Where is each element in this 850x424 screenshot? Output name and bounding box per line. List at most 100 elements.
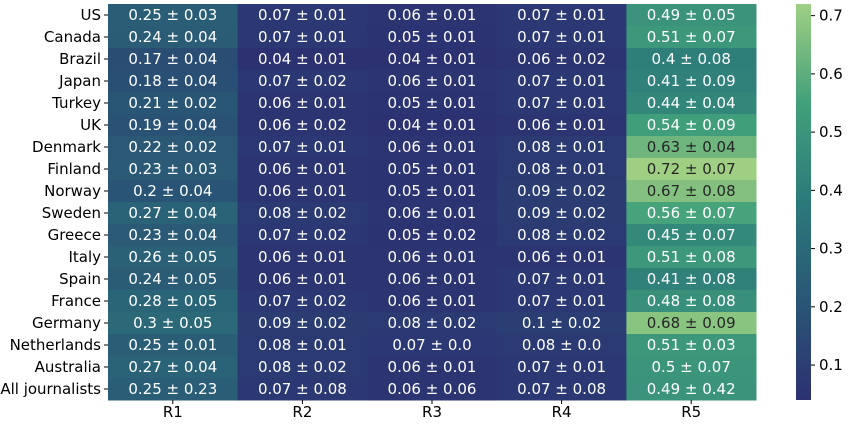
heatmap-cell <box>237 48 368 71</box>
heatmap-cell <box>237 202 368 225</box>
heatmap-cell <box>237 378 368 401</box>
heatmap-cell <box>367 356 498 379</box>
cell-annotation: 0.04 ± 0.01 <box>258 50 347 68</box>
cell-annotation: 0.18 ± 0.04 <box>128 72 217 90</box>
colorbar-tick-label: 0.1 <box>819 356 843 374</box>
heatmap-cell <box>367 92 498 115</box>
cell-annotation: 0.08 ± 0.01 <box>517 138 606 156</box>
heatmap-cell <box>496 92 627 115</box>
heatmap-cell <box>367 246 498 269</box>
cell-annotation: 0.06 ± 0.01 <box>388 248 477 266</box>
heatmap-cell <box>496 26 627 49</box>
heatmap-cell <box>367 136 498 159</box>
cell-annotation: 0.06 ± 0.02 <box>258 116 347 134</box>
cell-annotation: 0.68 ± 0.09 <box>647 314 736 332</box>
cell-annotation: 0.06 ± 0.01 <box>388 138 477 156</box>
cell-annotation: 0.63 ± 0.04 <box>647 138 736 156</box>
row-label: Australia <box>35 358 101 376</box>
heatmap-cell <box>108 26 239 49</box>
cell-annotation: 0.07 ± 0.01 <box>517 72 606 90</box>
cell-annotation: 0.5 ± 0.07 <box>652 358 731 376</box>
colorbar-tick-label: 0.6 <box>819 65 843 83</box>
heatmap-cell <box>496 378 627 401</box>
cell-annotation: 0.44 ± 0.04 <box>647 94 736 112</box>
row-label: UK <box>80 116 102 134</box>
heatmap-cell <box>626 202 757 225</box>
row-label: US <box>80 6 101 24</box>
heatmap-cell <box>237 268 368 291</box>
cell-annotation: 0.51 ± 0.03 <box>647 336 736 354</box>
cell-annotation: 0.54 ± 0.09 <box>647 116 736 134</box>
heatmap-cell <box>626 92 757 115</box>
cell-annotation: 0.07 ± 0.01 <box>517 358 606 376</box>
cell-annotation: 0.26 ± 0.05 <box>128 248 217 266</box>
heatmap-cell <box>626 224 757 247</box>
heatmap-cell <box>367 158 498 181</box>
heatmap-cell <box>496 114 627 137</box>
row-label: France <box>51 292 101 310</box>
heatmap-cell <box>237 92 368 115</box>
cell-annotation: 0.06 ± 0.01 <box>258 270 347 288</box>
cell-annotation: 0.07 ± 0.02 <box>258 226 347 244</box>
colorbar-gradient <box>796 4 811 400</box>
cell-annotation: 0.07 ± 0.01 <box>258 138 347 156</box>
heatmap-cell <box>626 290 757 313</box>
heatmap-cell <box>367 26 498 49</box>
cell-annotation: 0.51 ± 0.07 <box>647 28 736 46</box>
heatmap-cell <box>496 48 627 71</box>
heatmap-cell <box>237 70 368 93</box>
row-label: Canada <box>44 28 101 46</box>
cell-annotation: 0.07 ± 0.01 <box>517 94 606 112</box>
row-label: Spain <box>59 270 101 288</box>
heatmap-cell <box>108 202 239 225</box>
column-label: R5 <box>681 403 701 421</box>
cell-annotation: 0.08 ± 0.02 <box>258 358 347 376</box>
column-label: R4 <box>552 403 572 421</box>
cell-annotation: 0.28 ± 0.05 <box>128 292 217 310</box>
column-label: R2 <box>292 403 312 421</box>
cell-annotation: 0.06 ± 0.01 <box>258 94 347 112</box>
cell-annotation: 0.41 ± 0.08 <box>647 270 736 288</box>
heatmap-cell <box>237 290 368 313</box>
heatmap-cell <box>626 4 757 27</box>
cell-annotation: 0.06 ± 0.01 <box>388 270 477 288</box>
heatmap-cell <box>108 246 239 269</box>
heatmap-cell <box>496 290 627 313</box>
column-label: R3 <box>422 403 442 421</box>
cell-annotation: 0.07 ± 0.01 <box>258 28 347 46</box>
cell-annotation: 0.06 ± 0.01 <box>388 358 477 376</box>
row-label: Norway <box>44 182 101 200</box>
cell-annotation: 0.07 ± 0.01 <box>258 6 347 24</box>
heatmap-cell <box>367 268 498 291</box>
heatmap-cell <box>237 114 368 137</box>
heatmap-cell <box>367 4 498 27</box>
heatmap-cell <box>237 136 368 159</box>
heatmap-cells: 0.25 ± 0.03 0.07 ± 0.01 0.06 ± 0.01 0.07 ± … <box>108 4 757 401</box>
colorbar-tick-label: 0.5 <box>819 123 843 141</box>
cell-annotation: 0.06 ± 0.01 <box>388 6 477 24</box>
cell-annotation: 0.22 ± 0.02 <box>128 138 217 156</box>
cell-annotation: 0.08 ± 0.02 <box>388 314 477 332</box>
cell-annotation: 0.07 ± 0.01 <box>517 6 606 24</box>
heatmap-cell <box>108 4 239 27</box>
row-label: Denmark <box>32 138 101 156</box>
heatmap-cell <box>108 136 239 159</box>
heatmap-cell <box>237 4 368 27</box>
cell-annotation: 0.25 ± 0.01 <box>128 336 217 354</box>
heatmap-cell <box>108 48 239 71</box>
heatmap-cell <box>367 290 498 313</box>
cell-annotation: 0.06 ± 0.01 <box>517 116 606 134</box>
cell-annotation: 0.05 ± 0.02 <box>388 226 477 244</box>
heatmap-cell <box>496 356 627 379</box>
row-label: Greece <box>48 226 101 244</box>
heatmap-cell <box>496 136 627 159</box>
row-label: Turkey <box>51 94 101 112</box>
cell-annotation: 0.51 ± 0.08 <box>647 248 736 266</box>
heatmap-cell <box>496 334 627 357</box>
cell-annotation: 0.49 ± 0.42 <box>647 380 736 398</box>
heatmap-cell <box>237 312 368 335</box>
heatmap-cell <box>367 224 498 247</box>
heatmap-cell <box>626 26 757 49</box>
cell-annotation: 0.09 ± 0.02 <box>517 204 606 222</box>
heatmap-cell <box>367 378 498 401</box>
